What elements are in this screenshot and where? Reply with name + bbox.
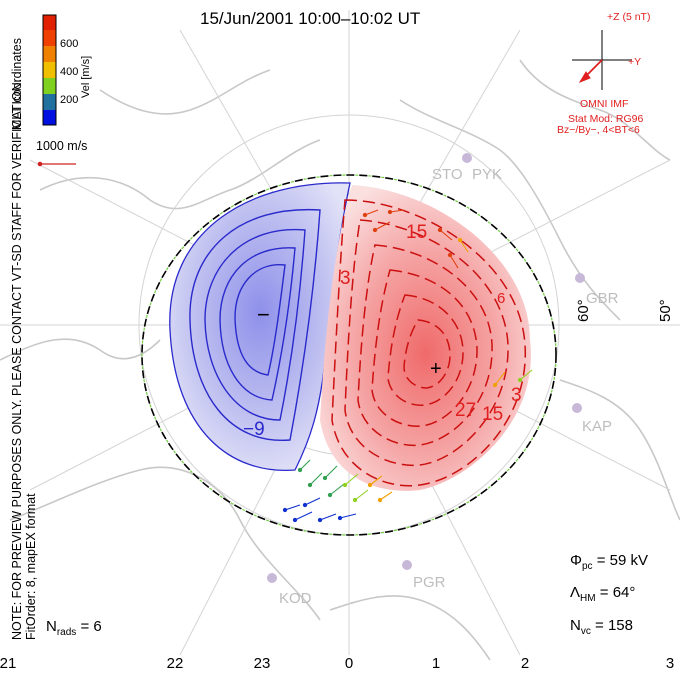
potential-max-marker: +: [430, 358, 442, 380]
velocity-colorbar: [42, 14, 57, 126]
radar-count: Nrads = 6: [46, 618, 102, 638]
negative-potential-contours: [189, 208, 321, 441]
mlt-label: 2: [520, 655, 530, 672]
imf-source: OMNI IMF: [580, 98, 629, 110]
station-label: KAP: [582, 418, 613, 435]
reference-vector: [37, 161, 76, 167]
colorbar-tick-600: 600: [60, 38, 79, 50]
map-title: 15/Jun/2001 10:00–10:02 UT: [200, 9, 421, 28]
imf-condition: Bz−/By−, 4<BT<6: [557, 124, 640, 136]
contour-label: 15: [406, 222, 428, 243]
potential-min-marker: −: [257, 302, 270, 327]
station-label: PYK: [472, 166, 503, 183]
fit-order-label: FitOrder: 8, mapEX format: [24, 493, 38, 640]
contour-label: 27: [455, 400, 477, 421]
vector-count: Nvc = 158: [570, 617, 633, 637]
mlt-label: 3: [665, 655, 675, 672]
mlt-label: 1: [431, 655, 441, 672]
station-label: STO: [432, 166, 463, 183]
hm-boundary-vectors: [141, 174, 557, 536]
mlt-label: 0: [344, 655, 354, 672]
latitude-label-60: 60°: [575, 299, 592, 322]
reference-vector-label: 1000 m/s: [36, 139, 88, 153]
mlt-label: 23: [253, 655, 271, 672]
hm-boundary-latitude: ΛHM = 64°: [570, 584, 636, 604]
cross-polar-potential: Φpc = 59 kV: [570, 552, 648, 572]
station-label: KOD: [279, 590, 312, 607]
colorbar-axis-label: Vel [m/s]: [80, 55, 92, 98]
contour-label: 15: [482, 404, 504, 425]
hm-boundary: [141, 174, 557, 536]
station-label: PGR: [413, 574, 446, 591]
contour-label: 3: [340, 268, 351, 289]
station-markers: [267, 153, 585, 583]
positive-potential-contours: [331, 199, 526, 487]
imf-z-label: +Z (5 nT): [607, 11, 651, 23]
preview-note: NOTE: FOR PREVIEW PURPOSES ONLY. PLEASE …: [10, 78, 24, 640]
stat-model: Stat Mod: RG96: [568, 113, 644, 125]
latitude-label-50: 50°: [657, 299, 674, 322]
imf-y-label: +Y: [628, 56, 642, 68]
convection-cells: [169, 182, 531, 491]
mlt-label: 21: [0, 655, 17, 672]
coastlines: [0, 59, 680, 661]
imf-dial: [572, 30, 632, 90]
colorbar-tick-400: 400: [60, 66, 79, 78]
contour-label: 6: [497, 290, 506, 307]
contour-label: 3: [511, 385, 522, 406]
contour-label: −9: [243, 419, 265, 440]
station-label: GBR: [586, 290, 619, 307]
velocity-vectors: [282, 209, 533, 523]
colorbar-tick-200: 200: [60, 94, 79, 106]
mlt-label: 22: [166, 655, 184, 672]
